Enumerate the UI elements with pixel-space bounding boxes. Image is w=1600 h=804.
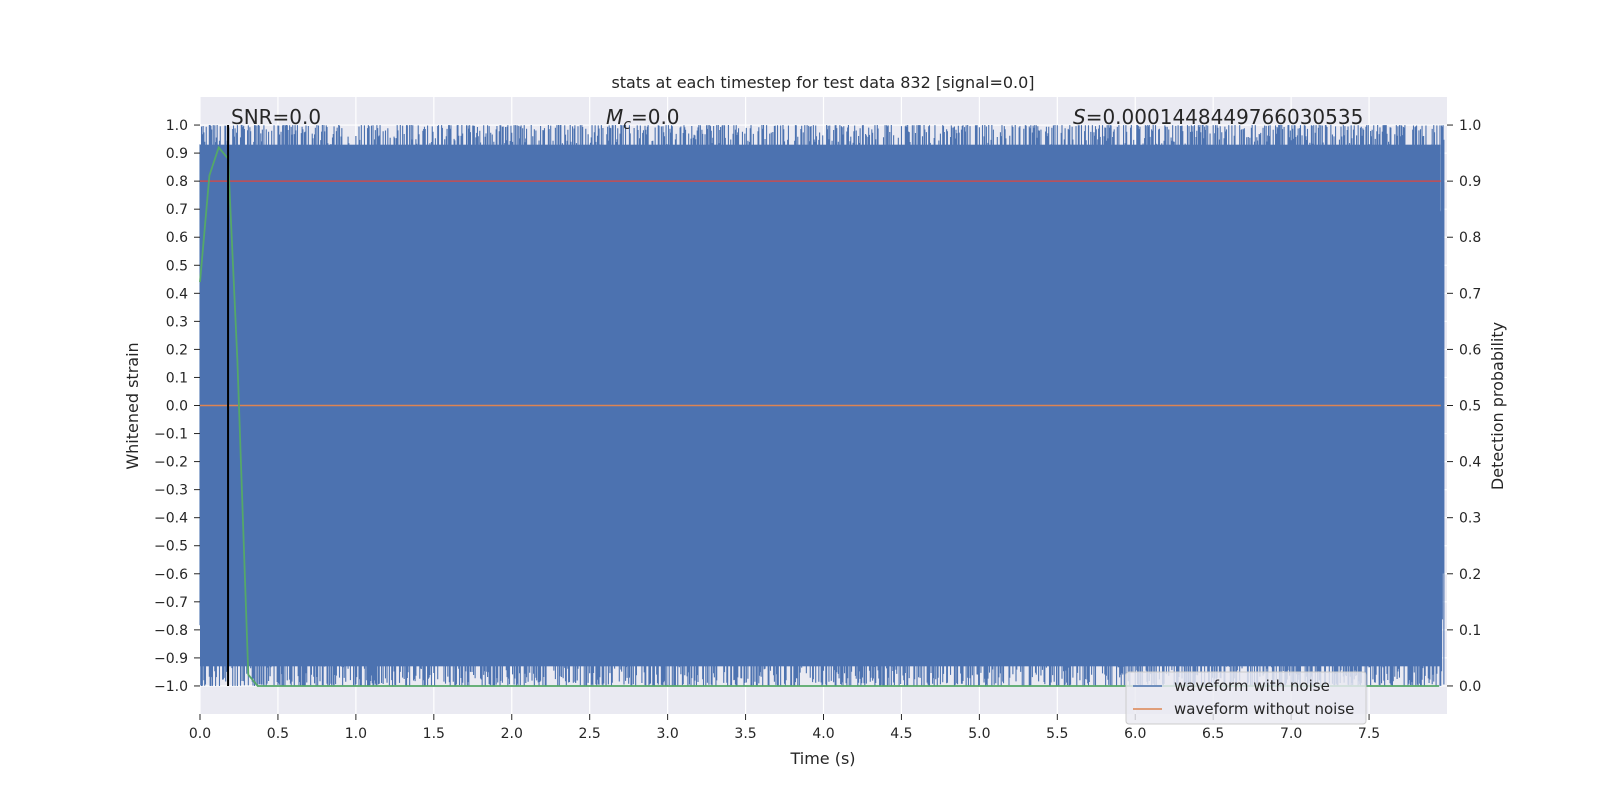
y2-tick-label: 0.6	[1459, 342, 1481, 358]
y-tick-label: −0.1	[154, 427, 188, 443]
s-value: =0.0001448449766030535	[1086, 105, 1364, 129]
x-tick-label: 5.0	[968, 726, 990, 742]
y-tick-label: 0.5	[166, 258, 188, 274]
legend-label-noise: waveform with noise	[1174, 677, 1330, 695]
y-tick-label: −0.6	[154, 567, 188, 583]
mc-value: =0.0	[631, 105, 680, 129]
y2-tick-label: 1.0	[1459, 118, 1481, 134]
axes: 0.0 0.5 1.0 1.5 2.0 2.5 3.0 3.5 4.0 4.5 5.0 5.5 6.0 6…	[154, 118, 1481, 742]
y-tick-label: −0.3	[154, 483, 188, 499]
chirp-mass-annotation: Mc=0.0	[606, 105, 680, 133]
y-tick-label: 0.0	[166, 399, 188, 415]
x-tick-label: 4.5	[890, 726, 912, 742]
x-tick-label: 6.5	[1202, 726, 1224, 742]
y2-tick-label: 0.5	[1459, 399, 1481, 415]
y2-axis-label: Detection probability	[1488, 322, 1507, 490]
y2-tick-label: 0.7	[1459, 286, 1481, 302]
y-tick-label: 0.3	[166, 314, 188, 330]
legend: waveform with noise waveform without noi…	[1125, 671, 1367, 725]
snr-annotation: SNR=0.0	[231, 105, 321, 129]
chart-title: stats at each timestep for test data 832…	[611, 73, 1034, 92]
y-tick-label: −0.2	[154, 455, 188, 471]
x-tick-label: 2.0	[501, 726, 523, 742]
y-tick-label: 0.9	[166, 146, 188, 162]
y-tick-label: 0.8	[166, 174, 188, 190]
y2-tick-label: 0.0	[1459, 679, 1481, 695]
y-tick-label: −1.0	[154, 679, 188, 695]
series-detection-probability	[199, 125, 1441, 687]
y2-tick-label: 0.2	[1459, 567, 1481, 583]
s-symbol: S	[1073, 105, 1086, 129]
x-tick-label: 0.0	[189, 726, 211, 742]
mc-symbol: M	[606, 105, 623, 129]
y-tick-label: −0.5	[154, 539, 188, 555]
x-tick-label: 0.5	[267, 726, 289, 742]
mc-subscript: c	[623, 117, 631, 133]
y-tick-label: 0.2	[166, 342, 188, 358]
y2-tick-label: 0.8	[1459, 230, 1481, 246]
x-tick-label: 6.0	[1124, 726, 1146, 742]
x-tick-label: 3.0	[656, 726, 678, 742]
y-tick-label: −0.9	[154, 651, 188, 667]
y-tick-label: 0.4	[166, 286, 188, 302]
y-axis-label: Whitened strain	[123, 342, 142, 469]
x-tick-label: 7.5	[1358, 726, 1380, 742]
probability-line	[199, 145, 1440, 687]
y2-tick-label: 0.3	[1459, 511, 1481, 527]
s-annotation: S=0.0001448449766030535	[1073, 105, 1363, 129]
y-tick-label: 0.1	[166, 370, 188, 386]
y-tick-label: −0.4	[154, 511, 188, 527]
x-tick-label: 3.5	[734, 726, 756, 742]
y-tick-label: 0.6	[166, 230, 188, 246]
y2-tick-label: 0.1	[1459, 623, 1481, 639]
x-tick-label: 7.0	[1280, 726, 1302, 742]
y2-tick-label: 0.9	[1459, 174, 1481, 190]
legend-box	[1125, 671, 1367, 725]
x-tick-label: 4.0	[812, 726, 834, 742]
legend-label-clean: waveform without noise	[1174, 700, 1354, 718]
x-tick-label: 1.0	[345, 726, 367, 742]
x-tick-label: 5.5	[1046, 726, 1068, 742]
x-tick-label: 2.5	[579, 726, 601, 742]
x-tick-label: 1.5	[423, 726, 445, 742]
x-axis-label: Time (s)	[789, 749, 855, 768]
y-tick-label: −0.7	[154, 595, 188, 611]
y-tick-label: −0.8	[154, 623, 188, 639]
y-tick-label: 1.0	[166, 118, 188, 134]
y2-tick-label: 0.4	[1459, 455, 1481, 471]
y-tick-label: 0.7	[166, 202, 188, 218]
